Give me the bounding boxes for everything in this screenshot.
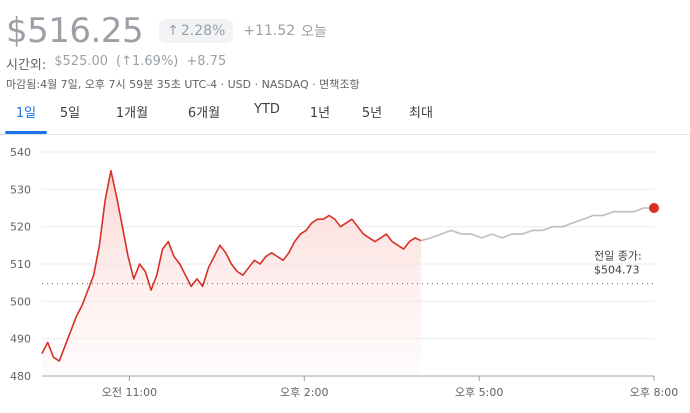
period-label: 오늘: [301, 24, 327, 40]
latest-price-dot: [649, 203, 659, 213]
y-tick-label: 490: [10, 333, 31, 346]
tab-max[interactable]: 최대: [409, 106, 433, 121]
x-axis-labels: 오전 11:00 오후 2:00 오후 5:00 오후 8:00: [102, 386, 679, 399]
after-hours-line: [420, 207, 654, 242]
x-tick-label: 오후 2:00: [280, 386, 328, 399]
regular-session-area: [42, 170, 421, 376]
current-price: $516.25: [6, 11, 144, 51]
x-tick-label: 오후 5:00: [455, 386, 503, 399]
change-percent-chip: ↑ 2.28%: [159, 19, 234, 43]
y-tick-label: 530: [10, 183, 31, 196]
tab-ytd[interactable]: YTD: [254, 102, 280, 117]
y-tick-label: 520: [10, 221, 31, 234]
tab-1-day[interactable]: 1일: [5, 102, 47, 134]
after-hours-label: 시간외:: [6, 58, 47, 73]
after-hours-amount: +8.75: [186, 54, 227, 69]
previous-close-value: $504.73: [594, 264, 640, 277]
price-header: $516.25 ↑ 2.28% +11.52 오늘: [6, 6, 327, 56]
change-amount: +11.52: [243, 23, 296, 39]
y-tick-label: 480: [10, 370, 31, 383]
y-tick-label: 510: [10, 258, 31, 271]
tabs-divider: [0, 134, 690, 135]
x-tick-label: 오전 11:00: [102, 386, 157, 399]
after-hours-row: 시간외: $525.00 (↑1.69%) +8.75: [6, 54, 226, 73]
y-axis-labels: 540 530 520 510 500 490 480: [10, 146, 31, 383]
regular-session-line: [41, 169, 422, 362]
y-tick-label: 500: [10, 295, 31, 308]
after-hours-percent: (↑1.69%): [116, 54, 179, 69]
previous-close-label: 전일 종가:: [594, 249, 642, 263]
range-tabs: 1일 5일 1개월 6개월 YTD 1년 5년 최대: [5, 102, 444, 134]
tab-6-month[interactable]: 6개월: [187, 106, 221, 121]
x-tick-label: 오후 8:00: [630, 386, 678, 399]
change-percent: 2.28%: [180, 23, 226, 39]
up-arrow-icon: ↑: [167, 23, 179, 39]
market-status-line: 마감됨:4월 7일, 오후 7시 59분 35초 UTC-4 · USD · N…: [6, 78, 360, 91]
tab-5-day[interactable]: 5일: [59, 106, 81, 121]
tab-1-year[interactable]: 1년: [309, 106, 331, 121]
tab-1-month[interactable]: 1개월: [115, 106, 149, 121]
tab-5-year[interactable]: 5년: [361, 106, 383, 121]
after-hours-price: $525.00: [54, 54, 109, 69]
y-tick-label: 540: [10, 146, 31, 159]
